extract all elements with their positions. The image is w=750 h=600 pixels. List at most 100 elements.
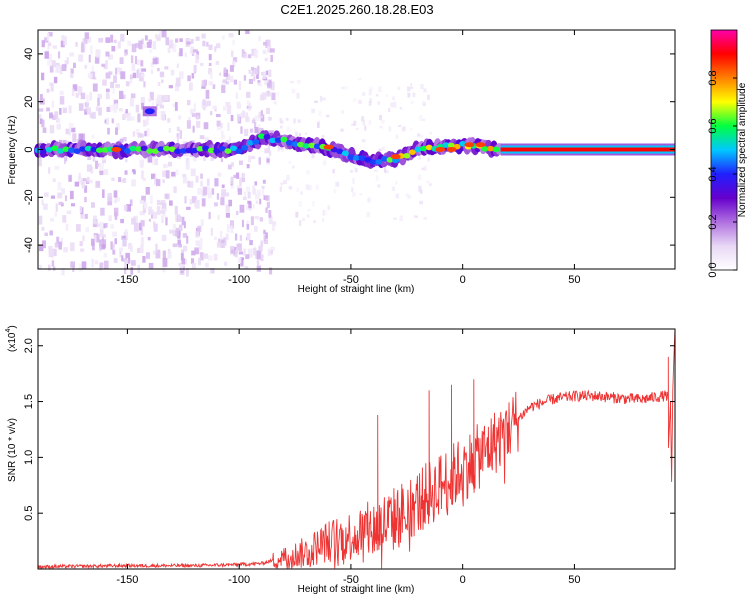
spectrogram-speckle bbox=[261, 71, 265, 76]
spectrogram-speckle bbox=[163, 164, 168, 168]
spectrogram-speckle bbox=[245, 254, 250, 259]
spectrogram-speckle bbox=[52, 45, 58, 49]
spectrogram-speckle bbox=[124, 266, 127, 274]
spectrogram-ridge-core bbox=[408, 149, 416, 155]
spectrogram-speckle bbox=[265, 39, 271, 48]
spectrogram-ridge-core bbox=[56, 148, 64, 154]
spectrogram-speckle bbox=[308, 185, 312, 191]
spectrogram-speckle bbox=[51, 100, 54, 108]
spectrogram-speckle bbox=[62, 107, 67, 114]
spectrogram-speckle bbox=[136, 59, 141, 66]
spectrogram-speckle bbox=[135, 43, 140, 48]
spectrogram-speckle bbox=[395, 134, 399, 139]
spectrogram-speckle bbox=[168, 161, 173, 167]
spectrogram-speckle bbox=[316, 122, 320, 129]
spectrogram-speckle bbox=[257, 65, 260, 75]
snr-xlabel: Height of straight line (km) bbox=[298, 584, 415, 595]
spectrogram-speckle bbox=[253, 68, 256, 78]
spectrogram-speckle bbox=[422, 118, 426, 122]
spectrogram-speckle bbox=[66, 57, 69, 65]
spectrogram-ridge-core bbox=[369, 159, 377, 165]
spectrogram-speckle bbox=[102, 79, 107, 86]
spectrogram-speckle bbox=[267, 142, 271, 152]
spectrogram-speckle bbox=[247, 248, 253, 258]
spectrogram-ridge-core bbox=[185, 147, 193, 154]
spectrogram-hotspot bbox=[390, 154, 401, 160]
spectrogram-speckle bbox=[197, 225, 202, 232]
spectrogram-speckle bbox=[164, 66, 169, 70]
spectrogram-speckle bbox=[222, 134, 225, 140]
spectrogram-speckle bbox=[110, 224, 115, 229]
spectrogram-speckle bbox=[169, 229, 174, 234]
spectrogram-speckle bbox=[119, 250, 122, 258]
spectrogram-speckle bbox=[229, 75, 234, 83]
spectrogram-speckle bbox=[397, 86, 401, 90]
spectrogram-ridge-core bbox=[297, 141, 305, 148]
spectrogram-speckle bbox=[368, 120, 372, 125]
spectrogram-speckle bbox=[193, 155, 197, 162]
spectrogram-speckle bbox=[120, 218, 124, 224]
spectrogram-speckle bbox=[375, 94, 379, 97]
spectrogram-speckle bbox=[53, 76, 58, 84]
spectrogram-speckle bbox=[141, 195, 146, 201]
spectrogram-speckle bbox=[319, 95, 323, 102]
spectrogram-speckle bbox=[162, 257, 168, 267]
spectrogram-speckle bbox=[223, 67, 227, 73]
spectrogram-speckle bbox=[243, 75, 247, 81]
spectrogram-speckle bbox=[38, 215, 43, 225]
spectrogram-ridge-core bbox=[358, 155, 366, 161]
spectrogram-speckle bbox=[80, 44, 84, 53]
snr-y-tick-label: 0.5 bbox=[23, 506, 35, 521]
spectrogram-speckle bbox=[61, 64, 67, 71]
spectrogram-speckle bbox=[406, 86, 410, 92]
spectrogram-speckle bbox=[393, 217, 397, 220]
spectrogram-speckle bbox=[293, 118, 296, 124]
spectrogram-ridge-core bbox=[235, 148, 243, 154]
spectrogram-speckle bbox=[352, 192, 356, 197]
spectrogram-speckle bbox=[120, 33, 125, 42]
snr-y-tick-label: 2.0 bbox=[23, 338, 35, 353]
spectrogram-speckle bbox=[203, 154, 206, 161]
spectrogram-speckle bbox=[134, 56, 138, 65]
spectrogram-ridge-core bbox=[302, 143, 310, 149]
spectrogram-speckle bbox=[198, 243, 203, 250]
spectrogram-speckle bbox=[99, 229, 104, 237]
spectrogram-speckle bbox=[122, 137, 127, 142]
spectrogram-speckle bbox=[292, 165, 295, 169]
spectrogram-speckle bbox=[399, 106, 403, 110]
spectrogram-speckle bbox=[174, 101, 178, 111]
spectrogram-ridge-core bbox=[280, 136, 288, 143]
spectrogram-ridge-core bbox=[207, 147, 215, 154]
spectrogram-speckle bbox=[266, 82, 272, 87]
spectrogram-speckle bbox=[103, 169, 109, 176]
spectrogram-speckle bbox=[151, 101, 155, 109]
spectrogram-speckle bbox=[254, 121, 257, 128]
spectrogram-speckle bbox=[111, 118, 114, 124]
spectrogram-speckle bbox=[41, 119, 45, 128]
spectrogram-speckle bbox=[220, 158, 223, 163]
spectrogram-speckle bbox=[225, 73, 230, 81]
spectrogram-ridge-core bbox=[269, 137, 277, 144]
spectrogram-speckle bbox=[231, 249, 234, 254]
spectrogram-speckle bbox=[104, 260, 109, 270]
spectrogram-speckle bbox=[184, 52, 187, 58]
spectrogram-speckle bbox=[90, 238, 95, 246]
spectrogram-speckle bbox=[248, 206, 252, 211]
spectrogram-speckle bbox=[427, 157, 430, 162]
spectrogram-speckle bbox=[157, 82, 161, 86]
spectrogram-speckle bbox=[63, 247, 68, 253]
spectrogram-hotspot bbox=[435, 147, 446, 152]
spectrogram-speckle bbox=[295, 211, 299, 218]
spectrogram-speckle bbox=[148, 262, 154, 269]
spectrogram-speckle bbox=[97, 163, 100, 167]
spectrogram-speckle bbox=[54, 165, 60, 170]
spectrogram-speckle bbox=[91, 134, 95, 139]
spectrogram-speckle bbox=[41, 240, 46, 249]
spectrogram-speckle bbox=[306, 214, 310, 218]
spectrogram-speckle bbox=[135, 104, 140, 113]
spectrogram-speckle bbox=[263, 41, 267, 46]
spectrogram-speckle bbox=[269, 267, 273, 275]
spectrogram-speckle bbox=[228, 33, 234, 38]
spectrogram-speckle bbox=[92, 215, 97, 225]
spectrogram-speckle bbox=[114, 199, 117, 204]
